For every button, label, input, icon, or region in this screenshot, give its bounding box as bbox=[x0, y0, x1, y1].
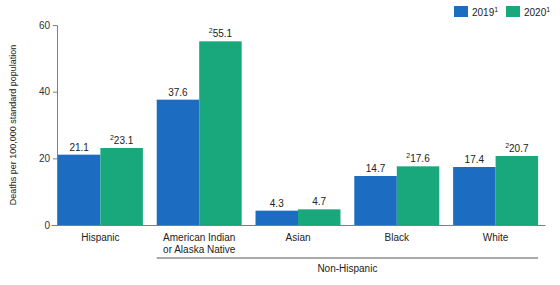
data-label-value: 55.1 bbox=[213, 28, 233, 39]
x-tick: Black bbox=[385, 232, 410, 243]
y-tick-mark bbox=[53, 92, 57, 93]
bar bbox=[58, 155, 100, 225]
legend-label: 20191 bbox=[472, 6, 498, 18]
y-axis-title: Deaths per 100,000 standard population bbox=[8, 45, 18, 206]
y-tick-mark bbox=[53, 158, 57, 159]
legend-swatch bbox=[454, 6, 468, 17]
legend-note: 1 bbox=[546, 6, 550, 13]
x-tick: White bbox=[483, 232, 509, 243]
x-tick-label-line: Black bbox=[385, 232, 410, 243]
bar bbox=[157, 100, 199, 225]
x-tick-label: Hispanic bbox=[81, 232, 119, 243]
bars bbox=[58, 41, 538, 225]
bar bbox=[397, 166, 439, 225]
y-axis-line bbox=[57, 26, 58, 226]
legend-name: 2019 bbox=[472, 7, 495, 18]
bar bbox=[199, 41, 241, 225]
group-line bbox=[157, 258, 538, 259]
x-tick-label-line: Asian bbox=[285, 232, 310, 243]
data-labels: 21.1 37.6 4.3 14.7 17.4 223.1 255.1 4.7 217.6 220… bbox=[69, 27, 529, 208]
data-label: 14.7 bbox=[366, 163, 386, 174]
bar bbox=[354, 176, 396, 225]
x-tick-label: Asian bbox=[285, 232, 310, 243]
data-label: 4.7 bbox=[312, 196, 326, 207]
bar bbox=[298, 209, 340, 225]
legend-swatch bbox=[506, 6, 520, 17]
x-tick-label-line: American Indian bbox=[163, 232, 235, 243]
y-tick-label: 40 bbox=[39, 86, 51, 97]
bar bbox=[100, 148, 142, 225]
x-tick: American Indianor Alaska Native bbox=[163, 232, 236, 255]
legend-label: 20201 bbox=[524, 6, 550, 18]
data-label-value: 17.6 bbox=[410, 153, 430, 164]
data-label: 17.4 bbox=[465, 154, 485, 165]
bar bbox=[496, 156, 538, 225]
data-label: 223.1 bbox=[110, 134, 134, 146]
data-label: 21.1 bbox=[69, 142, 89, 153]
x-axis: HispanicAmerican Indianor Alaska NativeA… bbox=[52, 226, 546, 255]
y-tick: 40 bbox=[39, 86, 57, 97]
y-tick: 20 bbox=[39, 153, 57, 164]
group-label: Non-Hispanic bbox=[317, 263, 377, 274]
data-label-value: 23.1 bbox=[114, 135, 134, 146]
chart: 0 20 40 60 Hispanic American Indianor Alaska … bbox=[0, 0, 560, 285]
data-label-value: 20.7 bbox=[509, 143, 529, 154]
x-axis-line bbox=[52, 225, 546, 226]
legend-note: 1 bbox=[494, 6, 498, 13]
legend: 2019120201 bbox=[454, 6, 550, 18]
x-tick-label-line: Hispanic bbox=[81, 232, 119, 243]
y-tick-label: 20 bbox=[39, 153, 51, 164]
data-label: 255.1 bbox=[209, 27, 233, 39]
y-tick-label: 60 bbox=[39, 20, 51, 31]
plot: 0 20 40 60 Hispanic American Indianor Alaska … bbox=[39, 20, 546, 274]
y-tick: 60 bbox=[39, 20, 57, 31]
x-tick-label-line: White bbox=[483, 232, 509, 243]
bar bbox=[256, 211, 298, 225]
x-tick-label: White bbox=[483, 232, 509, 243]
bar bbox=[453, 167, 495, 225]
legend-name: 2020 bbox=[524, 7, 547, 18]
y-tick-mark bbox=[53, 25, 57, 26]
x-tick-label-line: or Alaska Native bbox=[163, 244, 236, 255]
x-tick: Asian bbox=[285, 232, 310, 243]
x-tick-label: American Indianor Alaska Native bbox=[163, 232, 236, 255]
x-tick-label: Black bbox=[385, 232, 410, 243]
y-tick-label: 0 bbox=[44, 220, 50, 231]
data-label: 220.7 bbox=[505, 142, 529, 154]
data-label: 217.6 bbox=[406, 152, 430, 164]
y-axis: 0 20 40 60 bbox=[39, 20, 58, 231]
data-label: 37.6 bbox=[168, 87, 188, 98]
data-label: 4.3 bbox=[270, 198, 284, 209]
x-tick: Hispanic bbox=[81, 232, 119, 243]
